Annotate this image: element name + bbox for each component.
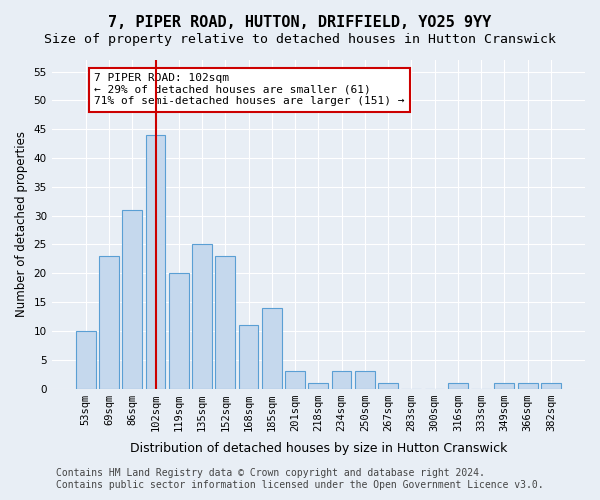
Bar bbox=[285, 371, 305, 388]
Bar bbox=[332, 371, 352, 388]
Bar bbox=[448, 383, 468, 388]
Bar bbox=[308, 383, 328, 388]
Bar bbox=[518, 383, 538, 388]
Bar bbox=[99, 256, 119, 388]
Bar bbox=[262, 308, 282, 388]
Bar bbox=[239, 325, 259, 388]
Text: 7, PIPER ROAD, HUTTON, DRIFFIELD, YO25 9YY: 7, PIPER ROAD, HUTTON, DRIFFIELD, YO25 9… bbox=[109, 15, 491, 30]
X-axis label: Distribution of detached houses by size in Hutton Cranswick: Distribution of detached houses by size … bbox=[130, 442, 507, 455]
Y-axis label: Number of detached properties: Number of detached properties bbox=[15, 132, 28, 318]
Text: Size of property relative to detached houses in Hutton Cranswick: Size of property relative to detached ho… bbox=[44, 32, 556, 46]
Bar bbox=[541, 383, 561, 388]
Bar bbox=[378, 383, 398, 388]
Bar bbox=[192, 244, 212, 388]
Bar bbox=[122, 210, 142, 388]
Text: 7 PIPER ROAD: 102sqm
← 29% of detached houses are smaller (61)
71% of semi-detac: 7 PIPER ROAD: 102sqm ← 29% of detached h… bbox=[94, 73, 405, 106]
Bar bbox=[169, 274, 188, 388]
Bar bbox=[494, 383, 514, 388]
Bar bbox=[146, 135, 166, 388]
Text: Contains HM Land Registry data © Crown copyright and database right 2024.
Contai: Contains HM Land Registry data © Crown c… bbox=[56, 468, 544, 490]
Bar bbox=[215, 256, 235, 388]
Bar bbox=[355, 371, 375, 388]
Bar bbox=[76, 331, 95, 388]
